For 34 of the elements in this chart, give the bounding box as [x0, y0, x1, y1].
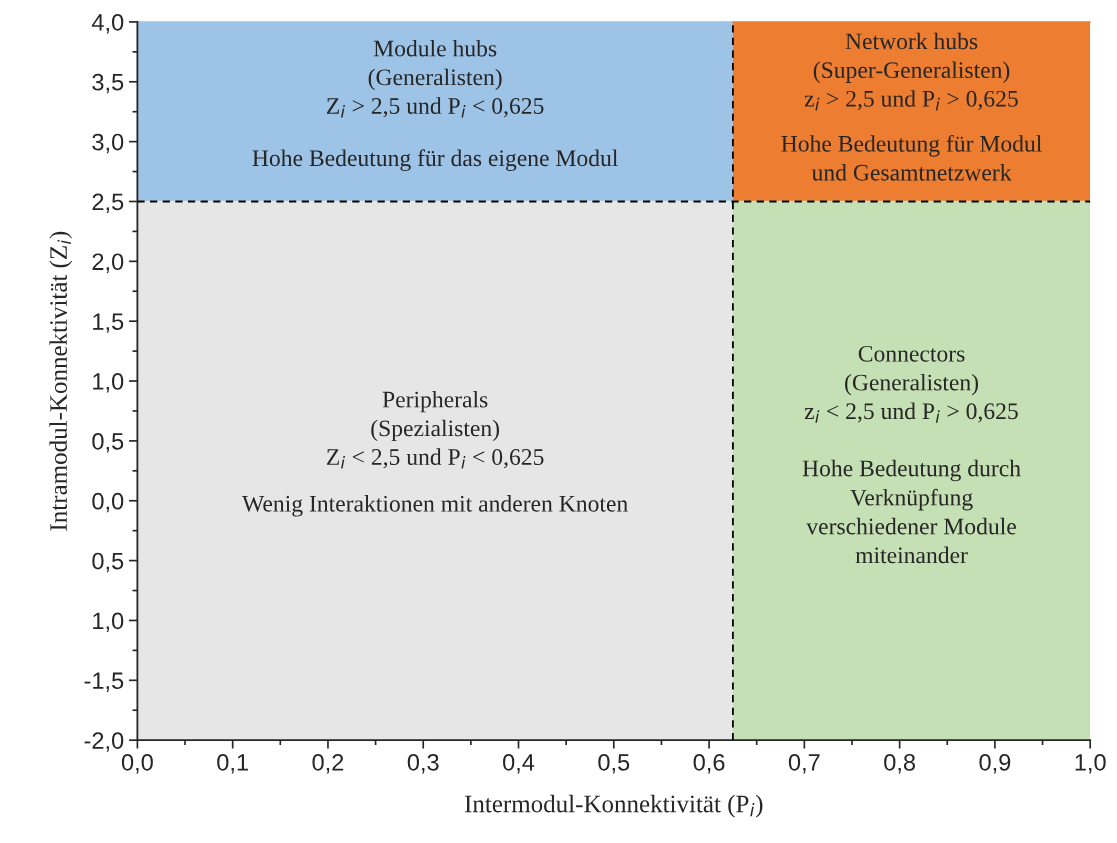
x-tick-label: 0,0 [121, 753, 153, 774]
y-tick-label: 1,0 [93, 612, 124, 633]
y-tick-label: 0,0 [92, 492, 124, 513]
x-tick-label: 0,9 [979, 753, 1011, 774]
y-tick-label: 3,0 [92, 133, 124, 154]
annotation: Hohe Bedeutung für das eigene Modul [252, 149, 618, 172]
text: Connectors (Generalisten) z$_{i}$ < 2,5 und P$_{i}$ > 0,625 [804, 345, 1018, 423]
x-tick-label: 0,8 [884, 753, 916, 774]
y-tick-label: 1,0 [93, 373, 124, 393]
y-axis-title: Intramodul-Konnektivität (Z$_{i}$) [49, 231, 73, 531]
text: Peripherals (Spezialisten) Z$_{i}$ < 2,5 und P$_{i}$ < 0,625 [326, 390, 544, 469]
y-tick-label: 3,5 [92, 73, 124, 94]
y-tick-label: 4,0 [91, 13, 124, 34]
x-tick-label: 0,5 [598, 753, 630, 774]
annotation: Hohe Bedeutung für Modul und Gesamtnetzwerk [781, 134, 1042, 181]
y-tick-label: 0,5 [92, 432, 124, 453]
annotation: Hohe Bedeutung durch Verknüpfung verschiedener Module miteinander [802, 459, 1021, 564]
x-tick-label: 0,2 [312, 753, 344, 774]
x-tick-label: 0,7 [788, 753, 820, 774]
x-tick-label: 0,6 [693, 753, 725, 774]
annotation: Network hubs (Super-Generalisten) z$_{i}$ > 2,5 und P$_{i}$ > 0,625 [804, 32, 1018, 111]
y-tick-label: 2,0 [92, 253, 124, 273]
x-tick-label: 0,1 [217, 753, 248, 774]
x-tick-label: 0,3 [407, 753, 439, 774]
y-tick-label: 0,5 [92, 552, 124, 573]
y-tick-label: 1,5 [93, 313, 124, 333]
x-tick-label: 0,4 [503, 753, 535, 774]
text: Module hubs (Generalisten) Z$_{i}$ > 2,5 und P$_{i}$ < 0,625 [326, 39, 544, 118]
y-tick-label: -1,5 [84, 672, 124, 692]
x-axis-title: Intermodul-Konnektivität (P$_{i}$) [464, 794, 763, 818]
annotation: Wenig Interaktionen mit anderen Knoten [242, 495, 628, 517]
x-tick-label: 1,0 [1075, 753, 1106, 774]
y-tick-label: -2,0 [84, 732, 124, 752]
y-tick-label: 2,5 [92, 193, 124, 214]
